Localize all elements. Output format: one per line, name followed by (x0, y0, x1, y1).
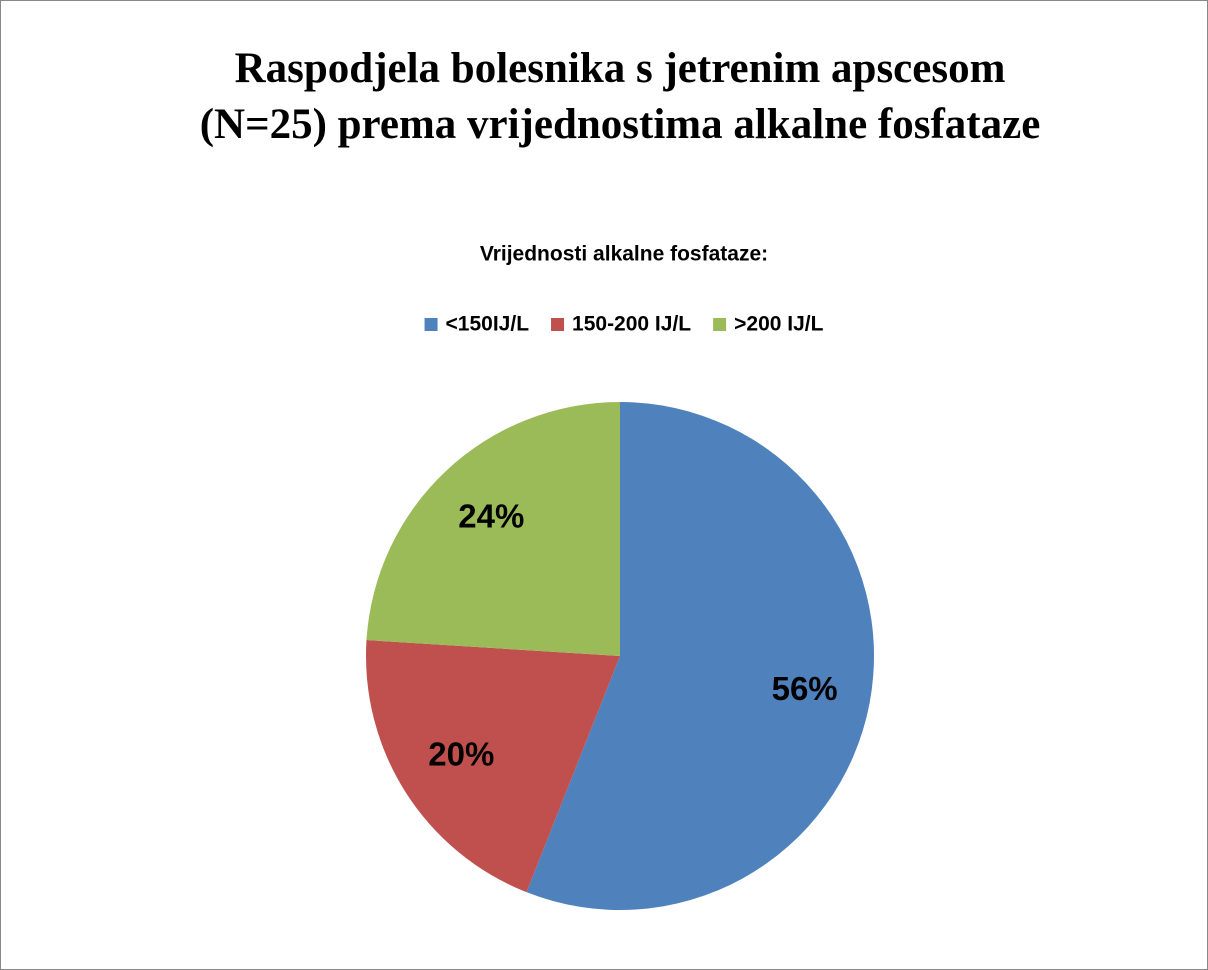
chart-title: Raspodjela bolesnika s jetrenim apscesom (235, 45, 1006, 92)
legend-label: <150IJ/L (446, 313, 530, 336)
data-label: 24% (458, 498, 524, 535)
pie-slice (366, 640, 620, 893)
chart-title: (N=25) prema vrijednostima alkalne fosfa… (200, 101, 1041, 148)
legend-swatch (551, 318, 565, 331)
legend-swatch (424, 318, 438, 331)
pie-slice (526, 402, 874, 910)
legend-label: >200 IJ/L (734, 313, 823, 336)
data-label: 20% (428, 735, 494, 772)
data-label: 56% (772, 670, 838, 707)
legend-swatch (713, 318, 727, 331)
legend-title: Vrijednosti alkalne fosfataze: (480, 243, 768, 266)
pie-slice (366, 402, 620, 656)
legend-label: 150-200 IJ/L (572, 313, 691, 336)
